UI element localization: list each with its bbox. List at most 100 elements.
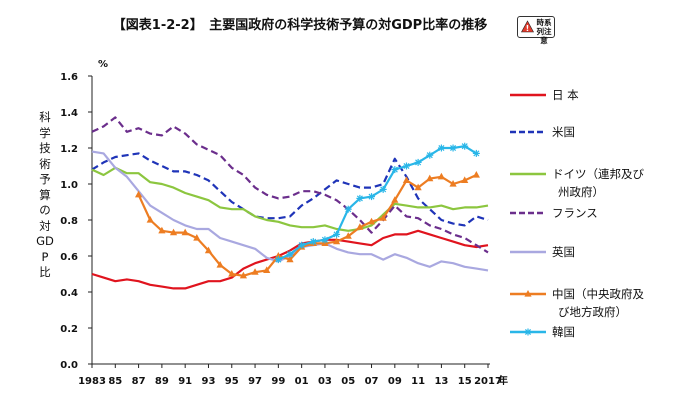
- data-point: [286, 250, 294, 258]
- series-3: [91, 166, 489, 232]
- legend-label: 英国: [552, 245, 575, 259]
- data-point: [134, 190, 143, 198]
- chart-title: 【図表1-2-2】 主要国政府の科学技術予算の対GDP比率の推移: [112, 18, 488, 33]
- y-tick-label: 0.6: [60, 252, 78, 263]
- data-point: [274, 252, 282, 259]
- data-point: [344, 205, 352, 213]
- legend-label: 韓国: [552, 325, 575, 339]
- data-point: [461, 142, 469, 150]
- data-point-stroke: [391, 166, 398, 173]
- data-point: [169, 228, 178, 236]
- x-tick-label: 05: [341, 376, 355, 387]
- x-tick-label: 99: [271, 376, 285, 387]
- data-point-stroke: [380, 186, 387, 193]
- data-point: [204, 246, 213, 254]
- svg-text:!: !: [526, 24, 530, 33]
- data-point-stroke: [403, 162, 410, 170]
- data-point: [472, 171, 480, 178]
- x-tick-label: 1983: [78, 376, 106, 387]
- y-tick-label: 0.8: [60, 216, 78, 227]
- series-6: [134, 171, 480, 279]
- data-point: [449, 144, 457, 152]
- x-axis-unit-label: 年: [498, 374, 508, 387]
- data-point: [414, 183, 422, 191]
- series-2: [91, 152, 489, 227]
- data-point: [414, 158, 422, 166]
- legend-label: 米国: [552, 125, 575, 139]
- x-tick-label: 03: [318, 376, 332, 387]
- y-tick-label: 0.0: [60, 360, 78, 371]
- data-point: [379, 185, 387, 193]
- y-tick-label: 0.4: [60, 288, 78, 299]
- series-line: [91, 229, 489, 290]
- y-tick-label: 1.0: [60, 180, 78, 191]
- data-point: [251, 268, 259, 275]
- data-point-stroke: [368, 193, 375, 200]
- data-point: [367, 217, 376, 225]
- data-point-stroke: [345, 206, 352, 213]
- data-point-stroke: [275, 256, 282, 263]
- data-point: [426, 151, 434, 159]
- data-point: [309, 238, 317, 246]
- data-point-stroke: [461, 143, 468, 150]
- data-point-stroke: [450, 144, 457, 152]
- legend-label: 日 本: [552, 88, 579, 102]
- legend-label-line: 中国（中央政府及: [552, 287, 644, 301]
- data-point: [391, 196, 399, 203]
- data-point: [426, 174, 434, 182]
- data-point: [286, 255, 294, 263]
- data-point: [274, 256, 282, 264]
- badge-label: 時系列注意: [536, 18, 552, 45]
- y-tick-label: 1.6: [60, 72, 78, 83]
- legend-label-line: び地方政府）: [558, 305, 627, 319]
- series-7: [274, 142, 480, 264]
- data-point: [298, 241, 306, 249]
- data-point-stroke: [321, 236, 328, 243]
- data-point: [239, 271, 248, 279]
- series-4: [91, 116, 489, 254]
- x-tick-label: 01: [295, 376, 309, 387]
- data-point: [461, 176, 469, 183]
- data-point-stroke: [356, 195, 363, 202]
- data-point: [158, 226, 166, 234]
- data-point: [449, 180, 457, 187]
- series-line: [91, 166, 489, 232]
- data-point: [402, 162, 410, 170]
- data-point: [344, 232, 352, 239]
- legend-label-line: 州政府）: [558, 185, 604, 199]
- data-point: [193, 234, 201, 241]
- legend-item-6: 中国（中央政府及び地方政府）: [510, 287, 644, 319]
- x-tick-label: 07: [365, 376, 379, 387]
- x-tick-label: 09: [388, 376, 402, 387]
- series-line: [91, 116, 489, 254]
- y-tick-label: 1.2: [60, 144, 78, 155]
- series-line: [91, 152, 489, 227]
- data-point-stroke: [415, 159, 422, 166]
- x-tick-label: 11: [411, 376, 425, 387]
- data-point: [332, 237, 341, 245]
- legend-item-2: 米国: [510, 125, 575, 139]
- legend-label-line: ドイツ（連邦及び: [552, 167, 644, 181]
- y-unit-label: %: [98, 59, 108, 70]
- legend-label: 中国（中央政府及び地方政府）: [552, 287, 644, 319]
- data-point: [181, 228, 189, 236]
- y-tick-label: 0.2: [60, 324, 78, 335]
- data-point: [402, 176, 411, 183]
- data-point-stroke: [426, 152, 433, 159]
- y-axis-label: 科学技術予算の対GDP比: [36, 110, 54, 279]
- data-point: [146, 216, 154, 223]
- legend-item-3: ドイツ（連邦及び州政府）: [510, 167, 644, 199]
- data-point: [368, 193, 376, 201]
- data-point: [356, 194, 364, 202]
- data-point-stroke: [333, 231, 340, 238]
- data-point: [391, 166, 399, 174]
- legend-item-4: フランス: [510, 206, 598, 220]
- series-1: [91, 229, 489, 290]
- data-point-stroke: [473, 150, 480, 157]
- x-tick-label: 2017: [474, 376, 502, 387]
- data-point: [216, 261, 224, 268]
- legend-label: ドイツ（連邦及び州政府）: [552, 167, 644, 199]
- legend-item-7: 韓国: [510, 325, 575, 339]
- legend-label: フランス: [552, 206, 598, 220]
